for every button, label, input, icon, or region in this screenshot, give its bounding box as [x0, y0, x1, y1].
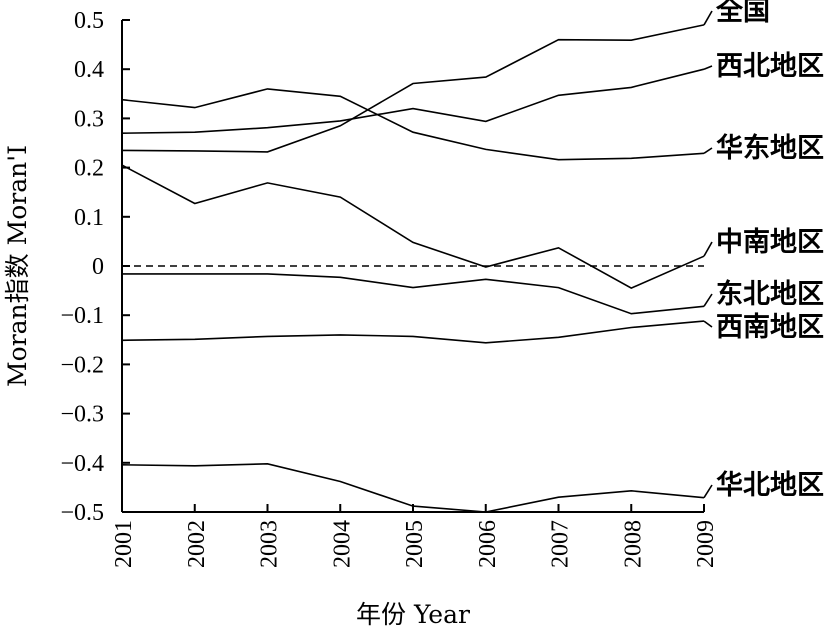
series-line-3 — [121, 164, 705, 289]
x-tick-label: 2007 — [548, 520, 574, 568]
x-tick-label: 2001 — [111, 520, 137, 568]
series-label-0: 全国 — [715, 0, 770, 27]
series-layer — [121, 24, 705, 513]
series-leader-2 — [703, 147, 713, 154]
y-tick-label: −0.5 — [60, 500, 104, 526]
y-ticks: 0.5 0.4 0.3 0.2 0.1 0 −0.1 −0.2 −0.3 −0.4 −0.5 — [60, 8, 130, 526]
x-ticks: 2001 2002 2003 2004 2005 2006 2007 2008 2009 — [111, 504, 719, 568]
series-line-0 — [121, 24, 705, 153]
series-label-1: 西北地区 — [716, 51, 824, 82]
series-line-2 — [121, 88, 705, 161]
series-leader-0 — [703, 10, 713, 26]
series-label-5: 西南地区 — [716, 312, 824, 343]
series-leader-6 — [703, 484, 713, 499]
series-label-6: 华北地区 — [716, 469, 824, 501]
x-axis-title: 年份 Year — [356, 600, 470, 629]
y-tick-label: −0.4 — [60, 451, 104, 477]
series-label-3: 中南地区 — [716, 227, 824, 258]
series-label-2: 华东地区 — [716, 132, 824, 164]
x-tick-label: 2002 — [184, 520, 210, 568]
series-leader-3 — [703, 241, 713, 257]
y-tick-label: 0 — [92, 254, 104, 280]
y-tick-label: −0.1 — [60, 303, 104, 329]
series-line-5 — [121, 320, 705, 344]
y-tick-label: −0.2 — [60, 352, 104, 378]
x-tick-label: 2006 — [475, 520, 501, 568]
series-leader-4 — [703, 293, 713, 307]
y-tick-label: 0.5 — [74, 8, 104, 34]
series-label-4: 东北地区 — [716, 278, 824, 310]
x-tick-label: 2005 — [402, 520, 428, 568]
x-tick-label: 2003 — [257, 520, 283, 568]
series-line-4 — [122, 273, 705, 315]
y-axis-title: Moran指数 Moran'I — [3, 145, 32, 387]
series-line-1 — [121, 68, 705, 134]
x-tick-label: 2009 — [693, 520, 719, 568]
x-tick-label: 2008 — [620, 520, 646, 568]
y-tick-label: −0.3 — [60, 402, 104, 428]
x-tick-label: 2004 — [329, 520, 355, 568]
y-tick-label: 0.4 — [74, 57, 104, 83]
y-tick-label: 0.2 — [74, 156, 104, 182]
y-tick-label: 0.3 — [74, 106, 104, 132]
series-leader-1 — [703, 65, 713, 70]
series-leader-5 — [703, 320, 713, 328]
y-tick-label: 0.1 — [74, 205, 104, 231]
